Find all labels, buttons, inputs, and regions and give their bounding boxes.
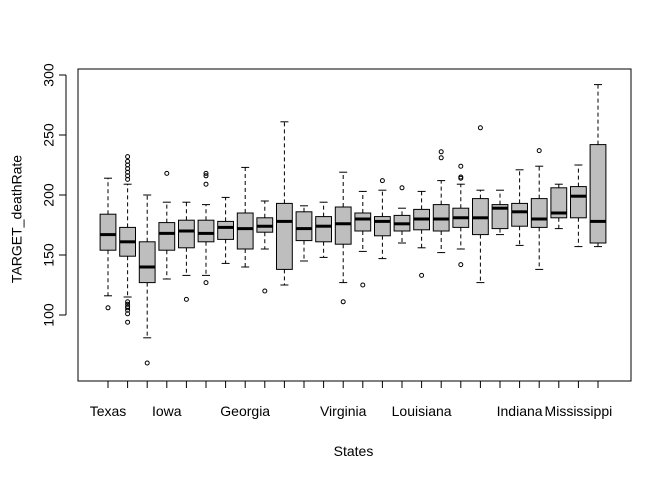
box-group-17 [413,190,431,278]
box-iqr [570,186,587,219]
outlier-point [536,148,542,154]
outlier-point [379,178,385,184]
box-group-26 [589,84,607,248]
box-group-1 [99,177,117,311]
outlier-point [360,282,366,288]
y-tick-label: 100 [41,303,57,327]
box-iqr [158,222,176,251]
box-group-15 [374,178,391,260]
box-group-2 [119,154,136,325]
box-iqr [315,216,333,243]
box-group-12 [315,201,333,258]
box-iqr [589,144,607,244]
x-tick-label: Georgia [220,403,270,419]
y-tick-label: 200 [41,183,57,207]
box-group-9 [256,200,274,294]
box-group-20 [472,125,489,284]
box-group-7 [217,196,234,264]
box-group-11 [295,205,313,262]
x-axis: Texas Iowa Georgia Virginia Louisiana Indiana… [90,380,613,419]
outlier-point [203,280,209,286]
box-iqr [354,212,372,232]
outlier-point [183,296,189,302]
box-iqr [236,212,254,250]
x-tick-label: Mississippi [545,403,613,419]
box-group-16 [393,185,411,244]
box-iqr [334,206,352,245]
box-iqr [276,202,293,270]
box-iqr [550,187,568,219]
outlier-point [419,272,425,278]
outlier-point [144,360,150,366]
box-group-24 [550,183,568,230]
box-group-14 [354,190,372,288]
outlier-point [458,163,464,169]
x-tick-label: Iowa [152,403,182,419]
box-group-5 [178,201,195,302]
box-group-10 [276,121,293,286]
outlier-point [438,155,444,161]
y-tick-label: 250 [41,123,57,147]
box-iqr [178,219,195,249]
outlier-point [203,181,209,187]
outlier-point [125,158,131,164]
outlier-point [203,170,209,176]
boxes-layer [99,84,607,366]
box-group-25 [570,164,587,248]
outlier-point [399,185,405,191]
y-axis: 100 150 200 250 300 [41,63,67,327]
x-tick-label: Louisiana [392,403,452,419]
box-iqr [217,220,234,240]
box-group-22 [511,169,529,246]
x-axis-title: States [334,443,374,459]
x-tick-label: Indiana [497,403,543,419]
box-iqr [138,241,156,284]
y-tick-label: 150 [41,243,57,267]
outlier-point [438,149,444,155]
outlier-point [262,288,268,294]
box-group-3 [138,194,156,366]
box-group-23 [530,148,548,270]
box-group-13 [334,171,352,305]
box-group-19 [452,163,470,268]
box-group-21 [491,189,509,236]
outlier-point [340,299,346,305]
box-iqr [511,202,529,227]
x-tick-label: Texas [90,403,127,419]
box-iqr [491,204,509,230]
box-iqr [197,219,215,243]
box-iqr [99,213,117,251]
outlier-point [125,319,131,325]
y-axis-title: TARGET_deathRate [9,155,25,283]
y-tick-label: 300 [41,63,57,87]
outlier-point [125,304,131,310]
box-group-4 [158,170,176,280]
outlier-point [458,262,464,268]
box-iqr [295,211,313,242]
outlier-point [164,170,170,176]
outlier-point [105,305,111,311]
box-iqr [530,198,548,228]
outlier-point [458,174,464,180]
outlier-point [125,154,131,160]
box-group-18 [432,149,450,254]
outlier-point [477,125,483,131]
outlier-point [125,301,131,307]
x-tick-label: Virginia [320,403,367,419]
outlier-point [125,299,131,305]
outlier-point [203,173,209,179]
box-group-6 [197,170,215,286]
box-iqr [374,216,391,237]
box-group-8 [236,166,254,268]
